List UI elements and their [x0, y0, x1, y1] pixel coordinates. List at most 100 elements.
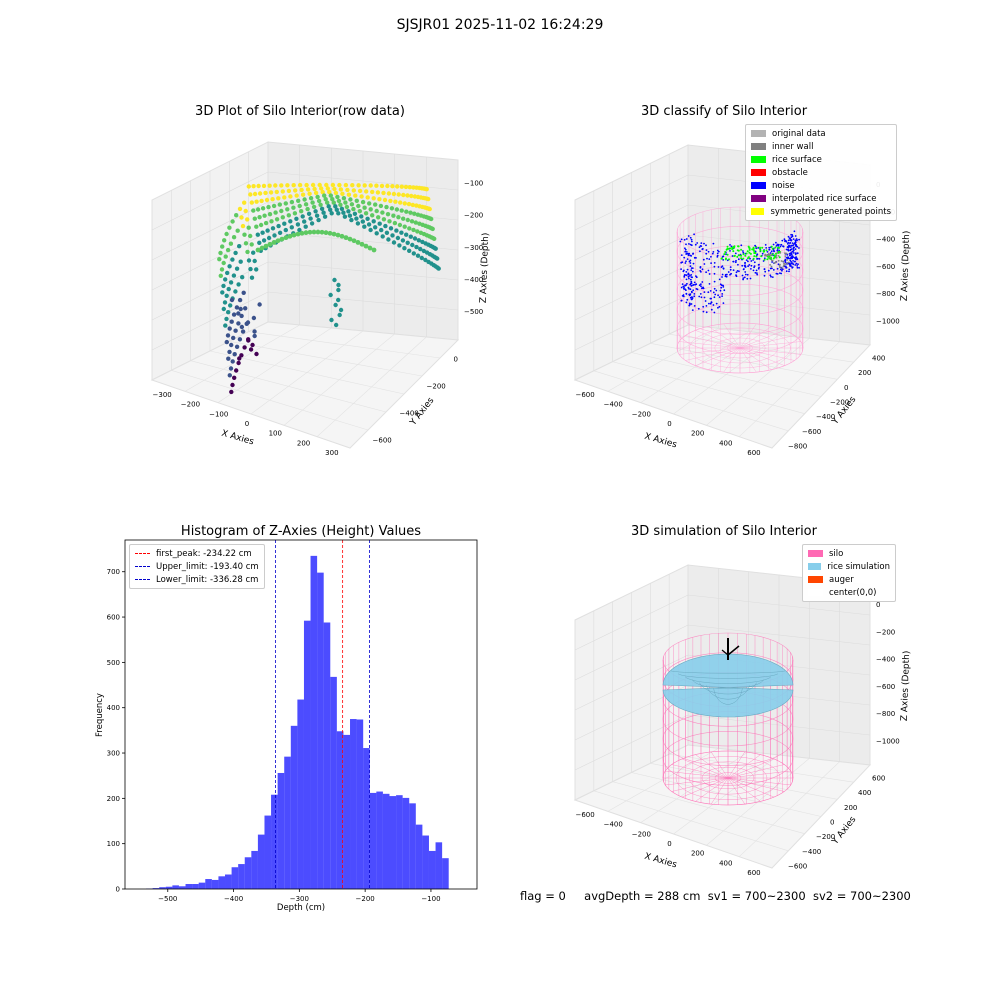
noise-point: [771, 276, 774, 278]
noise-point: [788, 244, 791, 247]
y-tick-label: −200: [427, 383, 446, 391]
data-point: [245, 249, 250, 255]
data-point: [228, 241, 234, 246]
x-tick-label: −100: [421, 895, 440, 903]
data-point: [310, 200, 315, 205]
histogram-bar: [198, 882, 206, 889]
noise-point: [785, 266, 788, 269]
histogram-title: Histogram of Z-Axies (Height) Values: [180, 524, 422, 539]
noise-point: [772, 243, 775, 246]
data-point: [429, 216, 434, 222]
data-point: [357, 188, 363, 194]
data-point: [233, 250, 238, 256]
noise-point: [796, 265, 799, 267]
noise-point: [713, 296, 716, 299]
data-point: [251, 208, 256, 213]
x-tick-label: 600: [747, 869, 760, 877]
data-point: [252, 329, 257, 334]
rice-surface-point: [723, 253, 726, 256]
x-tick-label: −600: [575, 811, 594, 819]
noise-point: [680, 254, 683, 256]
data-point: [400, 238, 406, 243]
noise-point: [727, 271, 730, 273]
y-tick-label: 0: [830, 819, 834, 827]
data-point: [355, 221, 361, 226]
data-point: [248, 347, 254, 352]
noise-point: [693, 281, 696, 284]
histogram-bar: [211, 879, 219, 889]
noise-point: [680, 299, 683, 302]
noise-point: [750, 260, 753, 262]
noise-point: [791, 234, 794, 236]
wire-line: [710, 751, 729, 779]
noise-point: [716, 256, 719, 258]
data-point: [392, 220, 398, 226]
rice-surface-point: [724, 258, 727, 261]
noise-point: [702, 258, 705, 261]
wire-line: [681, 758, 729, 779]
data-point: [218, 273, 223, 278]
noise-point: [708, 283, 711, 285]
noise-point: [795, 245, 797, 248]
legend-entry: obstacle: [751, 166, 891, 179]
data-point: [329, 211, 334, 216]
data-point: [319, 186, 324, 191]
data-point: [384, 204, 389, 210]
rice-surface-point: [753, 255, 756, 258]
x-tick-label: −200: [632, 830, 651, 838]
legend-label: rice simulation: [827, 561, 890, 572]
classify-3d-plot: −600−400−20002004006004002000−200−400−60…: [573, 144, 912, 457]
data-point: [359, 214, 364, 219]
histogram-bar: [402, 797, 410, 889]
data-point: [241, 290, 246, 295]
data-point: [271, 240, 277, 245]
noise-point: [744, 271, 747, 273]
data-point: [260, 230, 265, 235]
data-point: [231, 235, 237, 240]
legend-swatch: [751, 182, 766, 189]
noise-point: [708, 273, 711, 275]
data-point: [274, 189, 279, 195]
data-point: [407, 226, 412, 231]
noise-point: [744, 264, 746, 267]
noise-point: [705, 271, 707, 274]
z-tick-label: −300: [464, 244, 483, 252]
histogram-bar: [343, 734, 351, 889]
noise-point: [795, 257, 798, 259]
wire-line: [665, 770, 729, 779]
data-point: [227, 349, 232, 355]
noise-point: [686, 258, 689, 260]
data-point: [338, 187, 344, 192]
rice-surface-point: [742, 257, 745, 260]
wire-line: [671, 764, 729, 779]
noise-point: [685, 289, 687, 292]
wire-line: [739, 335, 795, 349]
noise-point: [690, 276, 693, 279]
rice-surface-point: [752, 246, 755, 249]
data-point: [391, 213, 396, 218]
data-point: [232, 352, 237, 357]
rice-surface-point: [766, 258, 769, 261]
noise-point: [781, 239, 784, 242]
y-tick-label: 0: [844, 384, 848, 392]
noise-point: [741, 274, 744, 277]
noise-point: [785, 256, 788, 259]
noise-point: [689, 275, 691, 277]
data-point: [396, 215, 401, 220]
data-point: [295, 222, 301, 227]
data-point: [371, 196, 376, 201]
noise-point: [699, 293, 702, 295]
data-point: [304, 182, 309, 188]
data-point: [399, 230, 404, 235]
noise-point: [798, 238, 800, 241]
data-point: [373, 225, 378, 230]
noise-point: [681, 295, 684, 297]
noise-point: [710, 255, 712, 258]
data-point: [418, 246, 423, 252]
data-point: [240, 329, 246, 334]
legend-entry: Upper_limit: -193.40 cm: [135, 560, 259, 573]
data-point: [252, 216, 257, 221]
noise-point: [776, 267, 779, 270]
data-point: [294, 216, 299, 221]
histogram-bar: [205, 879, 212, 889]
